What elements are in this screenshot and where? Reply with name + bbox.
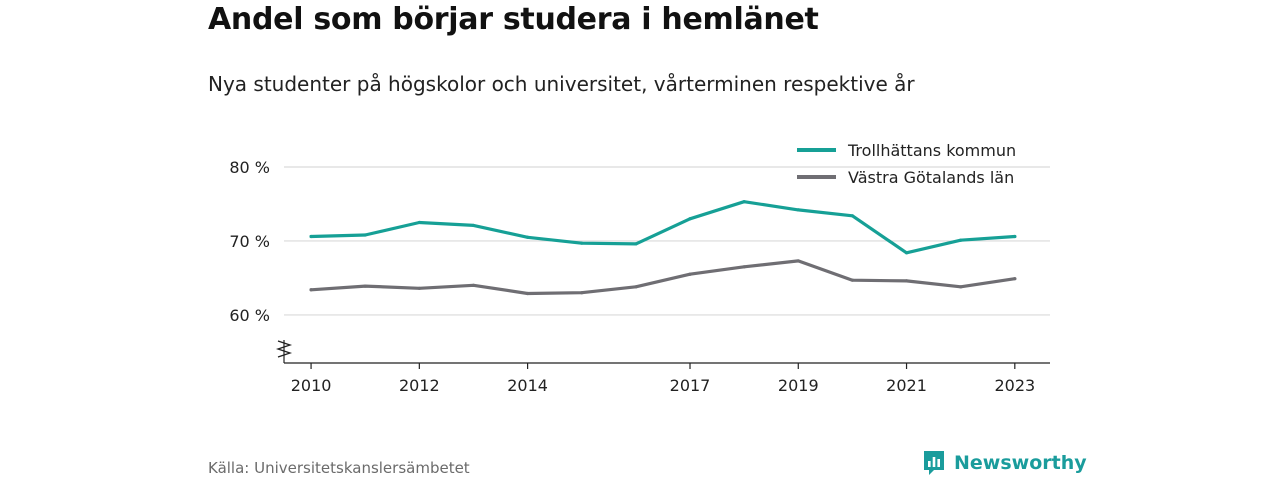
x-tick-label: 2014: [507, 376, 548, 395]
data-point: [959, 238, 963, 242]
chart-subtitle: Nya studenter på högskolor och universit…: [208, 72, 915, 96]
data-point: [417, 286, 421, 290]
y-tick-label: 80 %: [229, 158, 270, 177]
x-tick-label: 2017: [670, 376, 711, 395]
gridlines: [284, 166, 1050, 316]
newsworthy-logo-icon: [924, 451, 944, 475]
data-point: [742, 200, 746, 204]
x-tick-label: 2010: [291, 376, 332, 395]
data-point: [634, 242, 638, 246]
data-point: [850, 214, 855, 218]
data-point: [688, 272, 692, 276]
data-point: [309, 234, 313, 239]
data-point: [526, 291, 530, 296]
brand-name: Newsworthy: [954, 452, 1087, 474]
source-note: Källa: Universitetskanslersämbetet: [208, 459, 470, 477]
y-axis: 60 % 70 % 80 %: [229, 158, 293, 363]
series-line: [309, 200, 1017, 255]
x-tick-label: 2012: [399, 376, 440, 395]
data-point: [904, 251, 909, 255]
data-point: [309, 288, 313, 292]
y-tick-label: 70 %: [229, 232, 270, 251]
data-point: [471, 223, 476, 228]
brand-logo[interactable]: Newsworthy: [922, 449, 1087, 477]
legend-label: Trollhättans kommun: [847, 141, 1016, 160]
data-point: [580, 241, 584, 245]
data-point: [1013, 277, 1017, 281]
data-point: [688, 217, 692, 221]
data-point: [796, 208, 800, 212]
series-line: [309, 259, 1017, 296]
data-point: [580, 291, 584, 295]
x-axis: 2010 2012 2014 2017 2019 2021 2023: [284, 362, 1050, 395]
data-point: [363, 284, 367, 288]
data-point: [850, 278, 855, 282]
x-tick-label: 2023: [994, 376, 1035, 395]
x-tick-label: 2021: [886, 376, 927, 395]
data-point: [363, 233, 367, 237]
legend-label: Västra Götalands län: [848, 168, 1014, 187]
x-tick-label: 2019: [778, 376, 819, 395]
data-point: [634, 285, 638, 289]
chart-title: Andel som börjar studera i hemlänet: [208, 2, 819, 37]
legend: Trollhättans kommun Västra Götalands län: [797, 141, 1016, 187]
data-point: [1013, 234, 1017, 239]
data-point: [796, 259, 800, 263]
data-point: [959, 285, 963, 289]
data-point: [742, 265, 746, 269]
series-lines: [309, 200, 1017, 296]
y-tick-label: 60 %: [229, 306, 270, 325]
line-chart: 60 % 70 % 80 % 2010 2012 2014 2017 2019 2021 202…: [229, 141, 1050, 395]
data-point: [471, 283, 476, 287]
data-point: [904, 279, 909, 283]
data-point: [417, 220, 421, 225]
data-point: [526, 235, 530, 239]
axis-break-marker: [275, 340, 293, 358]
